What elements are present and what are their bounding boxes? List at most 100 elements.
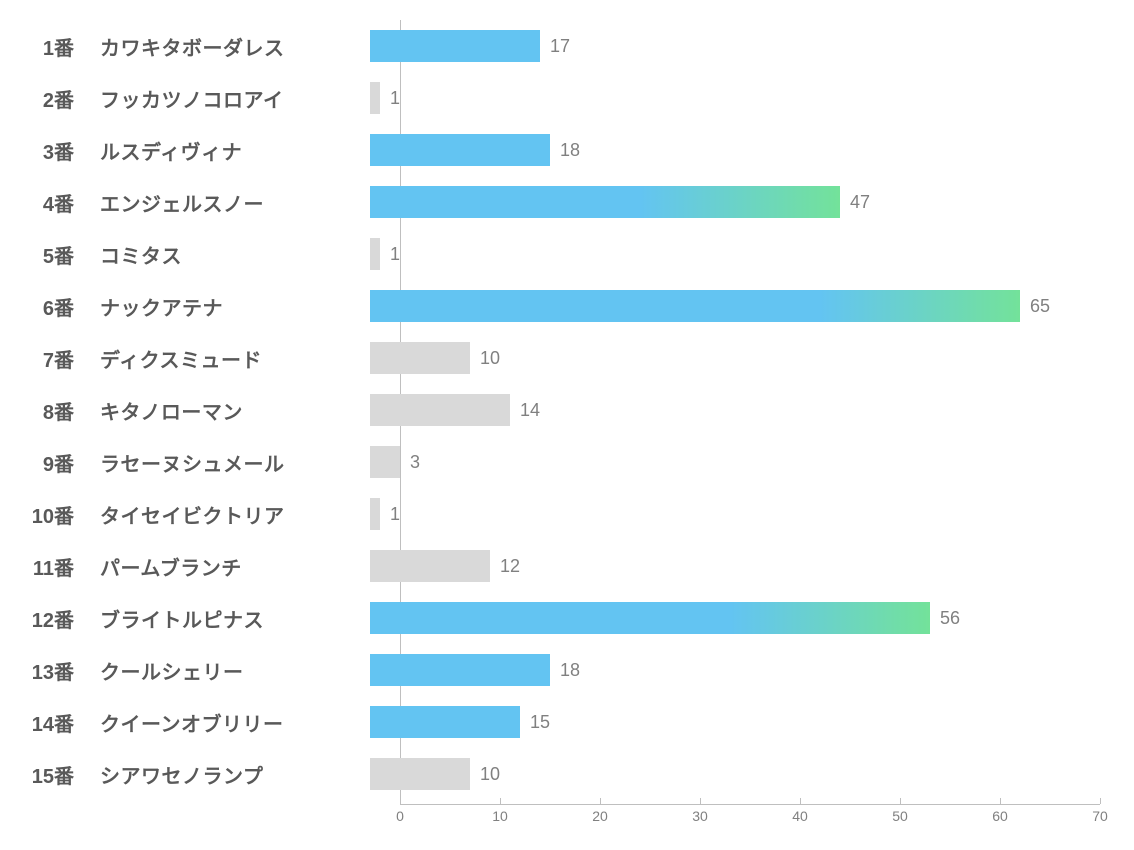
bar-value-label: 10 bbox=[480, 764, 500, 785]
bar-row: 8番キタノローマン 14 bbox=[0, 384, 1134, 436]
x-tick bbox=[500, 798, 501, 804]
entry-number: 9番 bbox=[0, 448, 80, 477]
bar bbox=[370, 602, 930, 634]
chart-body: 1番カワキタボーダレス172番フッカツノコロアイ13番ルスディヴィナ184番エン… bbox=[0, 20, 1134, 800]
entry-name: タイセイビクトリア bbox=[80, 500, 370, 529]
bar-row: 10番タイセイビクトリア 1 bbox=[0, 488, 1134, 540]
bar-value-label: 56 bbox=[940, 608, 960, 629]
entry-name: カワキタボーダレス bbox=[80, 32, 370, 61]
x-tick bbox=[1000, 798, 1001, 804]
entry-name: コミタス bbox=[80, 240, 370, 269]
bar-value-label: 14 bbox=[520, 400, 540, 421]
x-tick bbox=[1100, 798, 1101, 804]
entry-name: ラセーヌシュメール bbox=[80, 448, 370, 477]
bar bbox=[370, 30, 540, 62]
bar-row: 12番ブライトルピナス 56 bbox=[0, 592, 1134, 644]
x-axis: 010203040506070 bbox=[400, 804, 1100, 824]
entry-number: 15番 bbox=[0, 760, 80, 789]
bar-area: 10 bbox=[370, 332, 1070, 384]
bar bbox=[370, 706, 520, 738]
bar-row: 1番カワキタボーダレス 17 bbox=[0, 20, 1134, 72]
entry-number: 6番 bbox=[0, 292, 80, 321]
bar-area: 12 bbox=[370, 540, 1070, 592]
bar bbox=[370, 654, 550, 686]
bar-area: 1 bbox=[370, 488, 1070, 540]
entry-number: 8番 bbox=[0, 396, 80, 425]
entry-number: 14番 bbox=[0, 708, 80, 737]
bar-value-label: 1 bbox=[390, 504, 400, 525]
x-tick bbox=[400, 798, 401, 804]
bar-area: 15 bbox=[370, 696, 1070, 748]
bar bbox=[370, 134, 550, 166]
x-tick-label: 30 bbox=[692, 808, 708, 824]
entry-name: クールシェリー bbox=[80, 656, 370, 685]
entry-number: 4番 bbox=[0, 188, 80, 217]
entry-name: パームブランチ bbox=[80, 552, 370, 581]
bar-row: 6番ナックアテナ65 bbox=[0, 280, 1134, 332]
bar-area: 1 bbox=[370, 72, 1070, 124]
bar-area: 3 bbox=[370, 436, 1070, 488]
bar-row: 14番クイーンオブリリー 15 bbox=[0, 696, 1134, 748]
bar bbox=[370, 550, 490, 582]
entry-number: 1番 bbox=[0, 32, 80, 61]
bar bbox=[370, 394, 510, 426]
entry-number: 10番 bbox=[0, 500, 80, 529]
entry-number: 3番 bbox=[0, 136, 80, 165]
bar-value-label: 47 bbox=[850, 192, 870, 213]
bar-row: 7番ディクスミュード10 bbox=[0, 332, 1134, 384]
entry-name: キタノローマン bbox=[80, 396, 370, 425]
bar-row: 4番エンジェルスノー 47 bbox=[0, 176, 1134, 228]
x-tick-label: 0 bbox=[396, 808, 404, 824]
x-tick-label: 60 bbox=[992, 808, 1008, 824]
entry-name: ナックアテナ bbox=[80, 292, 370, 321]
entry-number: 12番 bbox=[0, 604, 80, 633]
bar-area: 14 bbox=[370, 384, 1070, 436]
bar-value-label: 12 bbox=[500, 556, 520, 577]
bar-value-label: 10 bbox=[480, 348, 500, 369]
bar-row: 9番ラセーヌシュメール 3 bbox=[0, 436, 1134, 488]
bar-value-label: 18 bbox=[560, 660, 580, 681]
bar-area: 47 bbox=[370, 176, 1070, 228]
x-tick-label: 70 bbox=[1092, 808, 1108, 824]
entry-name: クイーンオブリリー bbox=[80, 708, 370, 737]
bar-value-label: 15 bbox=[530, 712, 550, 733]
x-tick-label: 10 bbox=[492, 808, 508, 824]
bar-area: 1 bbox=[370, 228, 1070, 280]
bar-area: 18 bbox=[370, 644, 1070, 696]
x-tick bbox=[600, 798, 601, 804]
x-axis-line bbox=[400, 804, 1100, 805]
bar-row: 5番コミタス 1 bbox=[0, 228, 1134, 280]
bar bbox=[370, 238, 380, 270]
bar-value-label: 3 bbox=[410, 452, 420, 473]
entry-name: エンジェルスノー bbox=[80, 188, 370, 217]
bar-value-label: 1 bbox=[390, 244, 400, 265]
bar-area: 56 bbox=[370, 592, 1070, 644]
bar-area: 18 bbox=[370, 124, 1070, 176]
entry-name: シアワセノランプ bbox=[80, 760, 370, 789]
bar-value-label: 1 bbox=[390, 88, 400, 109]
entry-name: ディクスミュード bbox=[80, 344, 370, 373]
bar-value-label: 17 bbox=[550, 36, 570, 57]
entry-number: 5番 bbox=[0, 240, 80, 269]
bar-area: 10 bbox=[370, 748, 1070, 800]
bar bbox=[370, 342, 470, 374]
x-tick-label: 40 bbox=[792, 808, 808, 824]
x-tick bbox=[800, 798, 801, 804]
entry-number: 13番 bbox=[0, 656, 80, 685]
entry-name: フッカツノコロアイ bbox=[80, 84, 370, 113]
x-tick bbox=[700, 798, 701, 804]
x-tick-label: 20 bbox=[592, 808, 608, 824]
bar bbox=[370, 446, 400, 478]
bar bbox=[370, 758, 470, 790]
bar bbox=[370, 186, 840, 218]
bar-area: 65 bbox=[370, 280, 1070, 332]
bar bbox=[370, 82, 380, 114]
x-tick-label: 50 bbox=[892, 808, 908, 824]
bar-row: 15番シアワセノランプ 10 bbox=[0, 748, 1134, 800]
bar bbox=[370, 498, 380, 530]
horizontal-bar-chart: 1番カワキタボーダレス172番フッカツノコロアイ13番ルスディヴィナ184番エン… bbox=[0, 0, 1134, 850]
bar-row: 11番パームブランチ12 bbox=[0, 540, 1134, 592]
bar-value-label: 18 bbox=[560, 140, 580, 161]
entry-name: ルスディヴィナ bbox=[80, 136, 370, 165]
entry-name: ブライトルピナス bbox=[80, 604, 370, 633]
